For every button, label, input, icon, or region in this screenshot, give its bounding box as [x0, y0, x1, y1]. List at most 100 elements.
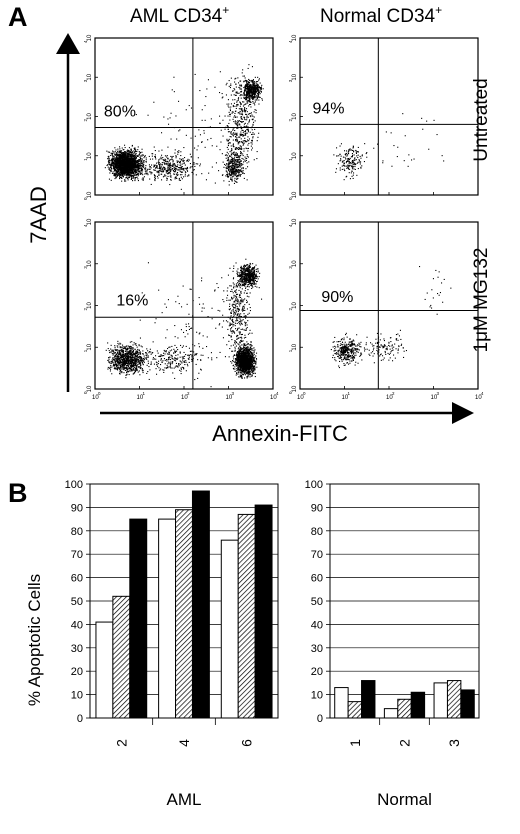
event-dot	[182, 161, 184, 163]
event-dot	[247, 156, 249, 158]
event-dot	[127, 354, 129, 356]
event-dot	[348, 159, 350, 161]
event-dot	[230, 77, 232, 79]
event-dot	[169, 363, 171, 365]
event-dot	[116, 152, 118, 154]
event-dot	[247, 147, 249, 149]
event-dot	[246, 115, 248, 117]
event-dot	[364, 143, 366, 145]
event-dot	[246, 100, 248, 102]
event-dot	[185, 171, 187, 173]
event-dot	[132, 347, 134, 349]
event-dot	[164, 359, 166, 361]
event-dot	[161, 132, 163, 134]
event-dot	[243, 140, 245, 142]
event-dot	[256, 90, 258, 92]
event-dot	[254, 88, 256, 90]
event-dot	[141, 368, 143, 370]
event-dot	[125, 345, 127, 347]
event-dot	[112, 155, 114, 157]
event-dot	[178, 130, 180, 132]
event-dot	[254, 85, 256, 87]
event-dot	[236, 157, 238, 159]
event-dot	[186, 175, 188, 177]
event-dot	[247, 96, 249, 98]
event-dot	[191, 171, 193, 173]
event-dot	[249, 93, 251, 95]
event-dot	[149, 158, 151, 160]
event-dot	[109, 361, 111, 363]
event-dot	[125, 174, 127, 176]
event-dot	[139, 156, 141, 158]
event-dot	[126, 355, 128, 357]
event-dot	[175, 365, 177, 367]
event-dot	[249, 131, 251, 133]
event-dot	[130, 148, 132, 150]
event-dot	[250, 92, 252, 94]
event-dot	[177, 366, 179, 368]
event-dot	[433, 119, 435, 121]
event-dot	[237, 140, 239, 142]
event-dot	[119, 175, 121, 177]
event-dot	[339, 169, 341, 171]
event-dot	[352, 147, 354, 149]
event-dot	[114, 367, 116, 369]
event-dot	[255, 109, 257, 111]
event-dot	[114, 153, 116, 155]
event-dot	[134, 171, 136, 173]
event-dot	[184, 175, 186, 177]
event-dot	[251, 88, 253, 90]
event-dot	[130, 155, 132, 157]
event-dot	[146, 170, 148, 172]
event-dot	[179, 168, 181, 170]
event-dot	[243, 118, 245, 120]
event-dot	[129, 348, 131, 350]
event-dot	[138, 168, 140, 170]
event-dot	[124, 163, 126, 165]
event-dot	[209, 126, 211, 128]
event-dot	[122, 359, 124, 361]
event-dot	[245, 94, 247, 96]
event-dot	[231, 112, 233, 114]
event-dot	[236, 163, 238, 165]
event-dot	[131, 361, 133, 363]
event-dot	[226, 171, 228, 173]
event-dot	[160, 156, 162, 158]
event-dot	[226, 125, 228, 127]
event-dot	[117, 357, 119, 359]
event-dot	[139, 158, 141, 160]
event-dot	[134, 172, 136, 174]
event-dot	[137, 348, 139, 350]
event-dot	[124, 151, 126, 153]
event-dot	[163, 167, 165, 169]
event-dot	[124, 179, 126, 181]
event-dot	[125, 165, 127, 167]
event-dot	[179, 360, 181, 362]
event-dot	[133, 162, 135, 164]
event-dot	[353, 172, 355, 174]
event-dot	[252, 97, 254, 99]
event-dot	[115, 359, 117, 361]
event-dot	[117, 340, 119, 342]
event-dot	[226, 140, 228, 142]
event-dot	[169, 364, 171, 366]
event-dot	[234, 132, 236, 134]
event-dot	[251, 91, 253, 93]
event-dot	[226, 138, 228, 140]
event-dot	[168, 123, 170, 125]
event-dot	[111, 359, 113, 361]
event-dot	[241, 118, 243, 120]
event-dot	[359, 163, 361, 165]
event-dot	[352, 145, 354, 147]
event-dot	[108, 350, 110, 352]
event-dot	[173, 76, 175, 78]
event-dot	[237, 112, 239, 114]
event-dot	[228, 180, 230, 182]
event-dot	[174, 178, 176, 180]
event-dot	[125, 173, 127, 175]
event-dot	[153, 363, 155, 365]
plot-points	[333, 113, 445, 181]
event-dot	[239, 87, 241, 89]
event-dot	[236, 154, 238, 156]
event-dot	[123, 166, 125, 168]
